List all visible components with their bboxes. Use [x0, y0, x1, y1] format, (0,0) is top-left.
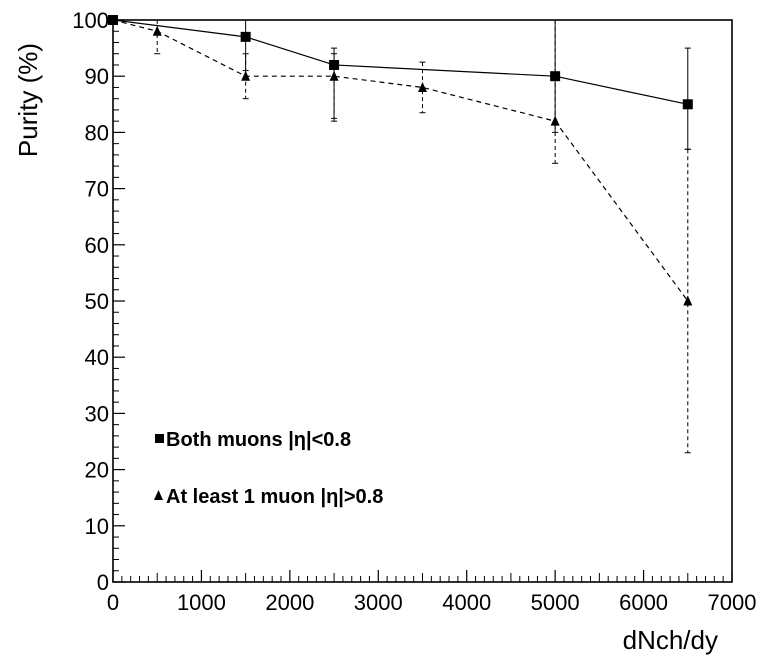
x-tick-label: 3000 — [354, 590, 403, 615]
x-tick-label: 7000 — [708, 590, 757, 615]
data-point-triangle — [550, 115, 560, 126]
tick-labels: 0 1000 2000 3000 4000 5000 6000 7000 0 10 20 30 40 50… — [72, 8, 756, 615]
series-lines — [112, 19, 689, 302]
x-axis-title: dNch/dy — [623, 625, 718, 655]
y-axis-title: Purity (%) — [13, 43, 43, 157]
y-tick-label: 100 — [72, 8, 109, 33]
y-tick-label: 40 — [85, 345, 109, 370]
data-point-triangle — [152, 25, 162, 36]
y-tick-label: 10 — [85, 514, 109, 539]
legend-square-marker — [155, 434, 164, 443]
y-tick-label: 30 — [85, 401, 109, 426]
y-tick-label: 70 — [85, 177, 109, 202]
series-line-1 — [112, 19, 689, 302]
legend-label-both-muons: Both muons |η|<0.8 — [166, 429, 351, 451]
y-tick-label: 50 — [85, 289, 109, 314]
legend-item-at-least-one-muon: At least 1 muon |η|>0.8 — [154, 486, 383, 508]
legend-triangle-marker — [154, 490, 163, 500]
y-tick-label: 80 — [85, 120, 109, 145]
axis-ticks — [112, 19, 733, 583]
data-point-square — [550, 71, 561, 82]
data-point-triangle — [241, 70, 251, 81]
error-bars — [154, 19, 691, 454]
x-tick-label: 5000 — [531, 590, 580, 615]
data-point-square — [329, 59, 340, 70]
x-tick-label: 2000 — [265, 590, 314, 615]
series-markers — [108, 14, 693, 306]
data-point-triangle — [418, 81, 427, 92]
legend-label-at-least-one-muon: At least 1 muon |η|>0.8 — [166, 486, 383, 508]
y-tick-label: 0 — [97, 570, 109, 595]
x-tick-label: 1000 — [177, 590, 226, 615]
legend: Both muons |η|<0.8 At least 1 muon |η|>0… — [154, 429, 383, 508]
data-point-triangle — [683, 295, 693, 306]
y-tick-label: 60 — [85, 233, 109, 258]
data-point-triangle — [329, 70, 339, 81]
y-tick-label: 20 — [85, 458, 109, 483]
x-tick-label: 0 — [107, 590, 119, 615]
x-tick-label: 6000 — [619, 590, 668, 615]
y-tick-label: 90 — [85, 64, 109, 89]
x-tick-label: 4000 — [442, 590, 491, 615]
data-point-square — [240, 31, 251, 42]
data-point-square — [682, 99, 693, 110]
legend-item-both-muons: Both muons |η|<0.8 — [155, 429, 351, 451]
series-line-0 — [112, 19, 688, 105]
